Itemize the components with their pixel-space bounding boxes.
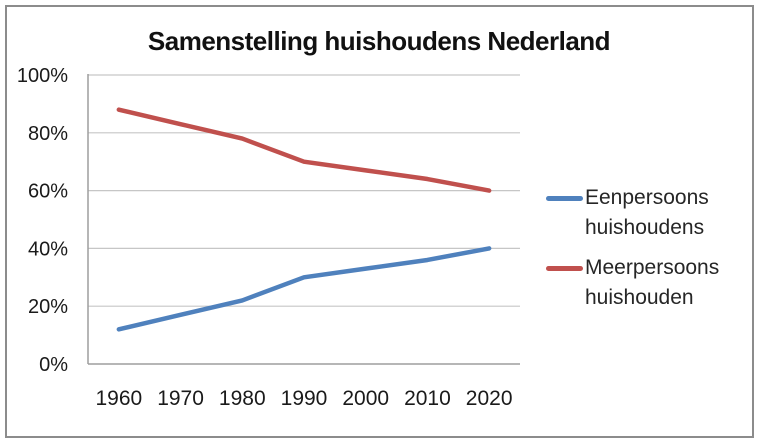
legend-label-eenpersoons-line1: Eenpersoons bbox=[585, 186, 709, 209]
y-tick-label: 20% bbox=[28, 296, 68, 318]
y-tick-label: 40% bbox=[28, 238, 68, 260]
legend: Eenpersoons huishoudens Meerpersoons hui… bbox=[546, 183, 719, 313]
series-line-1 bbox=[116, 107, 492, 193]
x-tick-label: 2020 bbox=[466, 387, 513, 410]
y-tick-label: 80% bbox=[28, 123, 68, 145]
chart-title: Samenstelling huishoudens Nederland bbox=[147, 26, 611, 56]
legend-entry-eenpersoons: Eenpersoons huishoudens bbox=[546, 183, 719, 243]
x-tick-label: 2000 bbox=[342, 387, 389, 410]
x-tick-label: 1960 bbox=[95, 387, 142, 410]
y-tick-label: 100% bbox=[17, 65, 68, 87]
legend-line-marker-meerpersoons bbox=[546, 266, 583, 271]
y-tick-label: 0% bbox=[39, 354, 68, 376]
legend-label-meerpersoons-line2: huishouden bbox=[585, 286, 694, 309]
legend-label-meerpersoons-line1: Meerpersoons bbox=[585, 256, 720, 279]
x-tick-label: 1970 bbox=[157, 387, 204, 410]
legend-line-marker-eenpersoons bbox=[546, 196, 583, 201]
legend-entry-meerpersoons: Meerpersoons huishouden bbox=[546, 253, 719, 313]
x-tick-label: 2010 bbox=[404, 387, 451, 410]
legend-label-eenpersoons-line2: huishoudens bbox=[585, 216, 705, 239]
x-tick-label: 1990 bbox=[281, 387, 328, 410]
x-tick-label: 1980 bbox=[219, 387, 266, 410]
y-tick-label: 60% bbox=[28, 181, 68, 203]
series-line-0 bbox=[116, 246, 492, 332]
